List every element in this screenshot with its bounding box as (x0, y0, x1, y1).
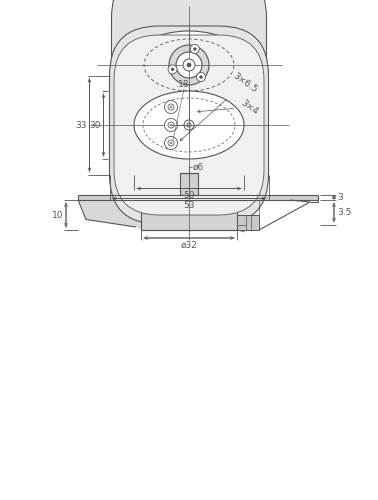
Text: 3×6.5: 3×6.5 (180, 72, 259, 140)
Circle shape (170, 142, 172, 144)
Text: 3×4: 3×4 (198, 98, 260, 116)
Circle shape (193, 48, 196, 50)
Ellipse shape (112, 18, 266, 112)
Circle shape (168, 122, 174, 128)
Circle shape (168, 65, 177, 74)
FancyBboxPatch shape (114, 35, 264, 215)
Bar (237, 215, 259, 230)
Text: 3: 3 (337, 193, 343, 202)
Circle shape (197, 72, 206, 82)
Circle shape (176, 52, 202, 78)
Circle shape (170, 106, 172, 108)
Text: 33: 33 (75, 120, 87, 130)
Text: 30: 30 (89, 120, 101, 130)
Circle shape (171, 68, 174, 71)
Circle shape (169, 45, 209, 85)
Text: ø32: ø32 (181, 241, 197, 250)
Circle shape (164, 136, 178, 149)
FancyBboxPatch shape (112, 0, 266, 160)
Circle shape (170, 124, 172, 126)
Ellipse shape (134, 91, 244, 159)
Text: 53: 53 (183, 200, 195, 209)
FancyBboxPatch shape (110, 26, 268, 224)
Circle shape (200, 76, 203, 78)
Text: 18: 18 (178, 80, 190, 89)
Circle shape (187, 63, 191, 67)
Circle shape (168, 140, 174, 146)
Circle shape (187, 123, 191, 127)
Bar (141, 200, 237, 230)
Text: ø6: ø6 (193, 162, 204, 172)
Circle shape (164, 118, 178, 132)
Circle shape (190, 44, 199, 54)
Circle shape (168, 104, 174, 110)
Bar (180, 173, 198, 195)
Ellipse shape (130, 31, 248, 99)
Circle shape (184, 120, 194, 130)
Bar (78, 195, 318, 200)
Polygon shape (78, 200, 141, 230)
Text: 3.5: 3.5 (337, 208, 352, 217)
Text: 50: 50 (183, 190, 195, 200)
Circle shape (164, 100, 178, 114)
Circle shape (183, 59, 195, 71)
Text: 10: 10 (51, 210, 63, 220)
